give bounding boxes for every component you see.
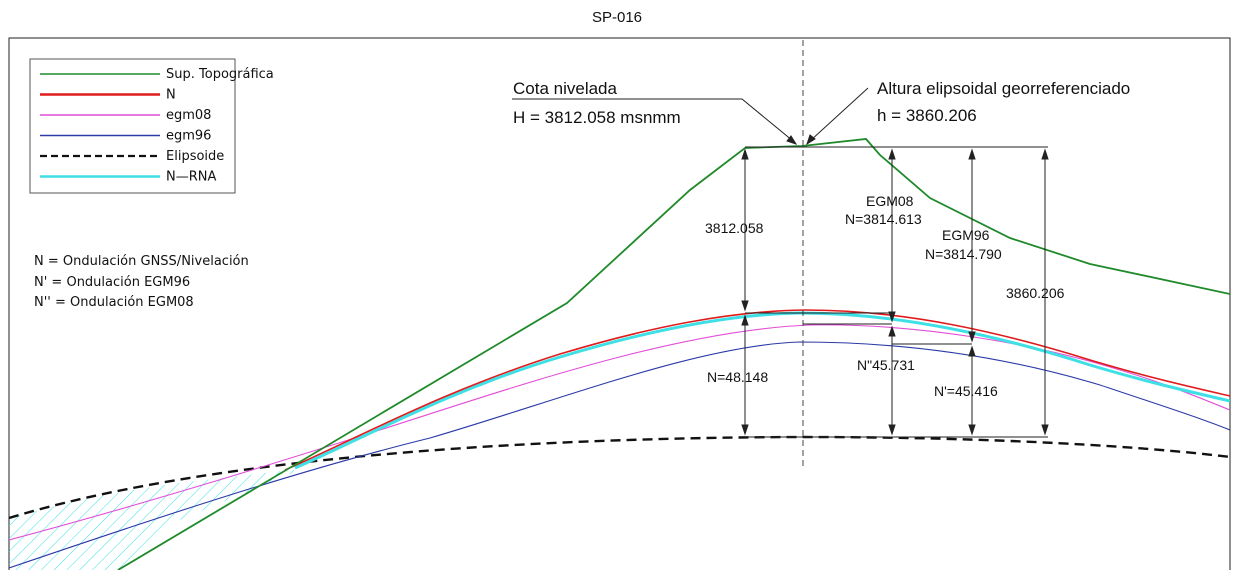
h-ellipsoidal-label: 3860.206 <box>1006 285 1065 301</box>
egm08-title-label: EGM08 <box>866 193 914 209</box>
n-gnss-line <box>284 309 1230 471</box>
definitions: N = Ondulación GNSS/Nivelación N' = Ondu… <box>34 254 249 310</box>
egm08-value-label: N=3814.613 <box>845 211 922 227</box>
diagram-title: SP-016 <box>592 9 642 26</box>
legend-label-1: N <box>166 88 176 103</box>
diagram-frame <box>8 37 1231 570</box>
h-orthometric-label: 3812.058 <box>705 220 764 236</box>
cota-title: Cota nivelada <box>513 79 618 98</box>
altura-value: h = 3860.206 <box>877 106 977 125</box>
legend-box <box>29 58 236 194</box>
legend-label-4: Elipsoide <box>166 149 224 164</box>
definition-n-double-prime: N'' = Ondulación EGM08 <box>34 295 194 310</box>
egm96-value-label: N=3814.790 <box>925 246 1002 262</box>
egm08-line <box>9 324 1230 541</box>
dimension-lines <box>741 148 1049 436</box>
topographic-line <box>117 138 1230 570</box>
cota-value: H = 3812.058 msnmm <box>513 108 681 127</box>
egm96-line <box>9 341 1230 569</box>
n-gnss-label: N=48.148 <box>707 369 768 385</box>
legend-label-3: egm96 <box>166 129 211 144</box>
n-rna-line <box>294 311 1230 470</box>
n-egm08-label: N"45.731 <box>857 357 915 373</box>
ellipsoid-line <box>9 435 1230 520</box>
legend-label-2: egm08 <box>166 108 211 123</box>
hatched-region <box>9 470 300 570</box>
n-egm96-label: N'=45.416 <box>934 383 998 399</box>
legend-label-5: N—RNA <box>166 170 216 185</box>
egm96-title-label: EGM96 <box>942 227 990 243</box>
callout-leaders <box>512 87 869 146</box>
definition-n: N = Ondulación GNSS/Nivelación <box>34 254 249 269</box>
legend-label-0: Sup. Topográfica <box>166 67 274 82</box>
definition-n-prime: N' = Ondulación EGM96 <box>34 275 190 290</box>
altura-title: Altura elipsoidal georreferenciado <box>877 79 1130 98</box>
